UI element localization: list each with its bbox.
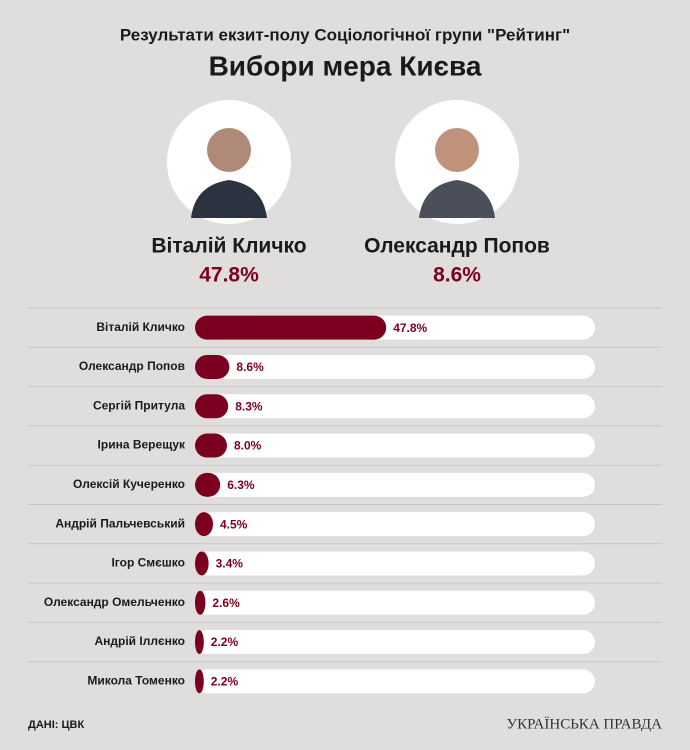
category-label: Ігор Смєшко <box>111 556 185 570</box>
bar-track <box>195 669 595 694</box>
bar-track <box>195 630 595 655</box>
photo <box>395 100 519 224</box>
category-label: Віталій Кличко <box>96 320 185 334</box>
category-label: Олександр Попов <box>79 359 185 373</box>
value-label: 2.2% <box>211 635 239 649</box>
featured-value: 47.8% <box>199 264 259 287</box>
bar-track <box>195 590 595 615</box>
featured-name: Олександр Попов <box>364 235 550 258</box>
bar-track <box>195 394 595 419</box>
photo <box>167 100 291 224</box>
bar-track <box>195 512 595 537</box>
bar <box>195 394 229 419</box>
bar <box>195 669 204 694</box>
category-label: Андрій Пальчевський <box>55 516 185 530</box>
bar-track <box>195 472 595 497</box>
bar <box>195 354 230 379</box>
value-label: 4.5% <box>220 517 248 531</box>
bar <box>195 630 204 655</box>
chart-subtitle: Результати екзит-полу Соціологічної груп… <box>120 25 570 44</box>
bar-track <box>195 551 595 576</box>
featured-name: Віталій Кличко <box>151 235 306 258</box>
bar <box>195 472 221 497</box>
bar <box>195 512 213 537</box>
chart-title: Вибори мера Києва <box>209 50 482 81</box>
value-label: 8.6% <box>236 360 264 374</box>
category-label: Олександр Омельченко <box>44 595 185 609</box>
category-label: Олексій Кучеренко <box>73 477 185 491</box>
value-label: 3.4% <box>216 557 244 571</box>
category-label: Сергій Притула <box>93 398 185 412</box>
bar <box>195 551 209 576</box>
category-label: Микола Томенко <box>87 674 185 688</box>
bar <box>195 590 206 615</box>
value-label: 8.0% <box>234 439 262 453</box>
value-label: 2.2% <box>211 675 239 689</box>
value-label: 8.3% <box>235 399 263 413</box>
bar-track <box>195 433 595 458</box>
featured-value: 8.6% <box>433 264 481 287</box>
category-label: Андрій Іллєнко <box>94 634 185 648</box>
value-label: 2.6% <box>212 596 240 610</box>
category-label: Ірина Верещук <box>98 438 186 452</box>
value-label: 6.3% <box>227 478 255 492</box>
value-label: 47.8% <box>393 321 427 335</box>
logo: УКРАЇНСЬКА ПРАВДА <box>506 715 662 732</box>
bar <box>195 433 227 458</box>
source: ДАНІ: ЦВК <box>28 719 84 731</box>
bar <box>195 315 387 340</box>
bar-track <box>195 354 595 379</box>
